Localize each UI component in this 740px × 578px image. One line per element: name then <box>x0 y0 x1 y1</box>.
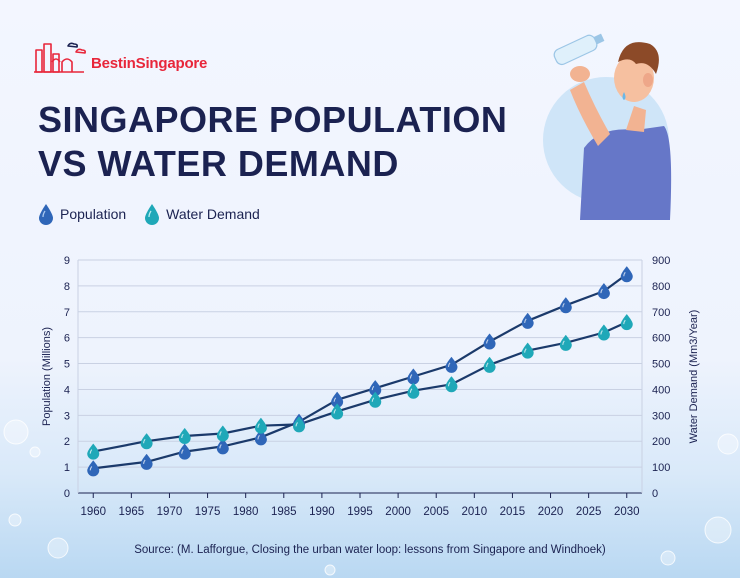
y-tick-left-label: 6 <box>64 333 70 345</box>
y-tick-right-label: 200 <box>652 436 670 448</box>
population-point <box>559 297 572 314</box>
population-point <box>331 391 344 408</box>
legend-label-water-demand: Water Demand <box>166 206 260 222</box>
x-tick-label: 1965 <box>119 506 145 518</box>
population-point <box>521 312 534 329</box>
water-demand-point <box>597 324 610 341</box>
population-drop-icon <box>39 204 53 225</box>
water-demand-point <box>369 391 382 408</box>
legend-item-water-demand: Water Demand <box>144 203 260 225</box>
x-tick-label: 1960 <box>80 506 106 518</box>
y-tick-left-label: 2 <box>64 436 70 448</box>
y-tick-left-label: 3 <box>64 410 70 422</box>
water-demand-point <box>445 376 458 393</box>
series-line-population <box>93 273 628 470</box>
x-tick-label: 1990 <box>309 506 335 518</box>
y-tick-left-label: 9 <box>64 255 70 267</box>
water-demand-point <box>140 433 153 450</box>
x-tick-label: 2025 <box>576 506 602 518</box>
y-tick-right-label: 700 <box>652 307 670 319</box>
y-tick-right-label: 900 <box>652 255 670 267</box>
y-tick-right-label: 500 <box>652 359 670 371</box>
x-tick-label: 2005 <box>423 506 449 518</box>
y-axis-right-label: Water Demand (Mm3/Year) <box>688 310 700 444</box>
brand-logo <box>34 42 86 73</box>
x-tick-label: 2030 <box>614 506 640 518</box>
population-point <box>216 438 229 455</box>
population-point <box>178 443 191 460</box>
legend-label-population: Population <box>60 206 127 222</box>
population-point <box>407 368 420 385</box>
legend-item-population: Population <box>38 203 126 225</box>
water-demand-point <box>559 334 572 351</box>
title-line-2: VS WATER DEMAND <box>38 143 399 184</box>
population-point <box>87 460 100 477</box>
series-line-water-demand <box>92 321 628 453</box>
water-demand-point <box>87 443 100 460</box>
y-tick-left-label: 0 <box>64 488 70 500</box>
x-tick-label: 2000 <box>385 506 411 518</box>
x-tick-label: 2020 <box>538 506 564 518</box>
y-tick-right-label: 0 <box>652 488 658 500</box>
population-point <box>445 356 458 373</box>
y-tick-right-label: 400 <box>652 384 670 396</box>
y-tick-left-label: 8 <box>64 281 70 293</box>
y-tick-left-label: 4 <box>64 384 70 396</box>
title-line-1: SINGAPORE POPULATION <box>38 99 508 140</box>
x-tick-label: 1995 <box>347 506 373 518</box>
y-tick-right-label: 100 <box>652 462 670 474</box>
page-title: SINGAPORE POPULATION VS WATER DEMAND <box>38 98 507 186</box>
water-demand-point <box>331 403 344 420</box>
y-axis-left-label: Population (Millions) <box>41 327 53 426</box>
y-tick-right-label: 600 <box>652 333 670 345</box>
population-point <box>620 266 633 283</box>
water-demand-point <box>178 428 191 445</box>
x-tick-label: 1970 <box>157 506 183 518</box>
drinking-person-illustration <box>543 33 672 220</box>
population-point <box>254 429 267 446</box>
population-point <box>369 380 382 397</box>
brand-name: BestinSingapore <box>91 55 208 72</box>
x-tick-label: 1985 <box>271 506 297 518</box>
water-demand-point <box>620 314 633 331</box>
population-point <box>597 283 610 300</box>
water-demand-point <box>216 425 229 442</box>
water-demand-point <box>521 342 534 359</box>
x-tick-label: 1975 <box>195 506 221 518</box>
x-tick-label: 2015 <box>500 506 526 518</box>
x-tick-label: 1980 <box>233 506 259 518</box>
x-tick-label: 2010 <box>462 506 488 518</box>
water-demand-point <box>293 416 306 433</box>
water-demand-point <box>483 356 496 373</box>
population-point <box>140 453 153 470</box>
water-demand-drop-icon <box>145 204 160 225</box>
source-citation: Source: (M. Lafforgue, Closing the urban… <box>134 544 606 556</box>
chart-legend: Population Water Demand <box>38 203 278 225</box>
water-demand-point <box>254 417 267 434</box>
y-tick-left-label: 7 <box>64 307 70 319</box>
population-point <box>483 333 496 350</box>
y-tick-right-label: 300 <box>652 410 670 422</box>
y-tick-left-label: 5 <box>64 359 70 371</box>
population-water-chart: 0 1 2 3 4 5 6 7 8 9 0 100 200 300 400 500 600 700 800 900 19… <box>41 255 700 518</box>
y-tick-right-label: 800 <box>652 281 670 293</box>
water-demand-point <box>407 382 420 399</box>
y-tick-left-label: 1 <box>64 462 70 474</box>
